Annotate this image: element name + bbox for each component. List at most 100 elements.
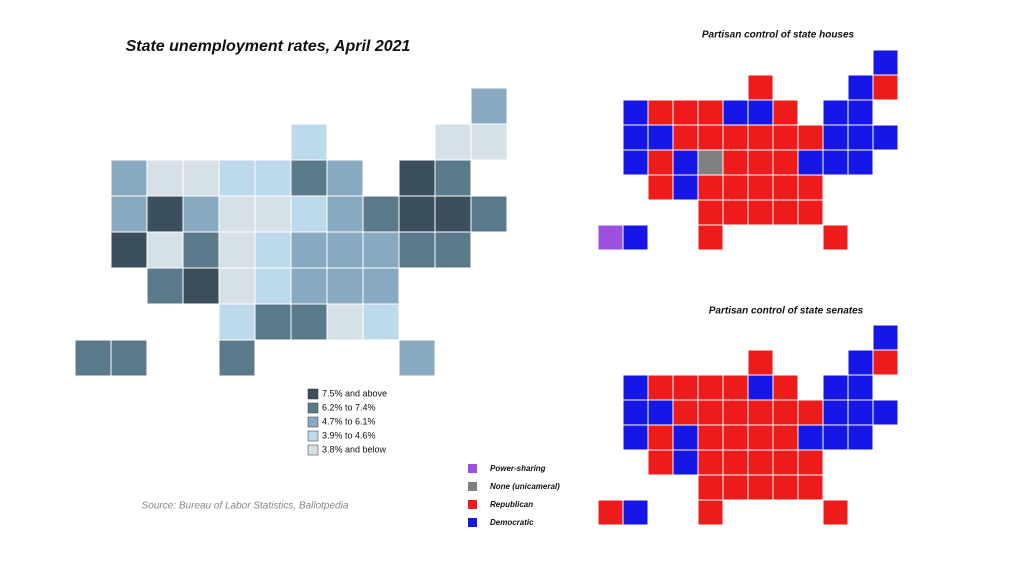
state-tile [254, 267, 292, 305]
state-tile [722, 449, 749, 476]
state-tile [822, 399, 849, 426]
state-tile [872, 349, 899, 376]
state-tile [647, 174, 674, 201]
state-tile [822, 124, 849, 151]
state-tile [747, 349, 774, 376]
state-tile [697, 449, 724, 476]
state-tile [470, 87, 508, 125]
state-tile [362, 267, 400, 305]
legend-label: Democratic [490, 518, 534, 527]
state-tile [110, 339, 148, 377]
state-tile [672, 449, 699, 476]
state-tile [326, 303, 364, 341]
state-tile [747, 74, 774, 101]
state-tile [797, 174, 824, 201]
state-tile [182, 159, 220, 197]
state-tile [110, 159, 148, 197]
state-tile [847, 74, 874, 101]
state-tile [672, 374, 699, 401]
state-tile [747, 149, 774, 176]
state-tile [146, 231, 184, 269]
state-tile [218, 231, 256, 269]
state-tile [622, 399, 649, 426]
state-tile [218, 159, 256, 197]
state-tile [254, 195, 292, 233]
state-tile [772, 99, 799, 126]
state-tile [398, 195, 436, 233]
legend-label: 6.2% to 7.4% [322, 402, 376, 412]
state-tile [290, 231, 328, 269]
state-tile [622, 424, 649, 451]
state-tile [822, 224, 849, 251]
state-tile [747, 474, 774, 501]
state-tile [398, 339, 436, 377]
state-tile [797, 399, 824, 426]
state-tile [647, 374, 674, 401]
state-tile [622, 499, 649, 526]
state-tile [847, 149, 874, 176]
state-tile [747, 399, 774, 426]
legend-swatch [307, 430, 319, 442]
state-tile [146, 267, 184, 305]
legend-label: 3.8% and below [322, 444, 387, 454]
state-tile [697, 174, 724, 201]
legend-swatch [468, 500, 477, 509]
state-tile [597, 224, 624, 251]
state-tile [697, 424, 724, 451]
state-tile [697, 224, 724, 251]
state-tile [872, 74, 899, 101]
state-tile [797, 149, 824, 176]
state-tile [647, 149, 674, 176]
state-tile [747, 449, 774, 476]
state-tile [326, 195, 364, 233]
state-tile [218, 267, 256, 305]
state-tile [254, 303, 292, 341]
state-tile [722, 174, 749, 201]
state-tile [747, 199, 774, 226]
state-tile [772, 474, 799, 501]
state-tile [672, 149, 699, 176]
state-tile [622, 124, 649, 151]
state-tile [597, 499, 624, 526]
state-tile [847, 424, 874, 451]
state-tile [622, 374, 649, 401]
state-tile [697, 399, 724, 426]
legend-label: 3.9% to 4.6% [322, 430, 376, 440]
state-tile [697, 199, 724, 226]
state-tile [822, 499, 849, 526]
state-tile [672, 424, 699, 451]
state-tile [722, 474, 749, 501]
state-tile [622, 224, 649, 251]
legend-swatch [468, 464, 477, 473]
state-tile [110, 195, 148, 233]
state-tile [697, 499, 724, 526]
state-tile [697, 374, 724, 401]
state-tile [398, 231, 436, 269]
state-tile [697, 99, 724, 126]
state-tile [822, 374, 849, 401]
state-tile [722, 399, 749, 426]
state-tile [722, 199, 749, 226]
legend-label: None (unicameral) [490, 482, 560, 491]
state-tile [434, 159, 472, 197]
state-tile [254, 159, 292, 197]
state-tile [697, 149, 724, 176]
state-tile [847, 349, 874, 376]
state-tile [362, 231, 400, 269]
state-tile [290, 123, 328, 161]
state-tile [722, 374, 749, 401]
map-title: State unemployment rates, April 2021 [126, 38, 411, 55]
state-tile [847, 374, 874, 401]
state-tile [290, 267, 328, 305]
legend-swatch [307, 388, 319, 400]
state-tile [647, 124, 674, 151]
state-tile [110, 231, 148, 269]
state-tile [772, 174, 799, 201]
state-tile [672, 174, 699, 201]
state-tile [847, 99, 874, 126]
state-tile [847, 399, 874, 426]
state-tile [672, 99, 699, 126]
state-tile [872, 399, 899, 426]
source-note: Source: Bureau of Labor Statistics, Ball… [142, 501, 349, 512]
legend-label: Republican [490, 500, 533, 509]
